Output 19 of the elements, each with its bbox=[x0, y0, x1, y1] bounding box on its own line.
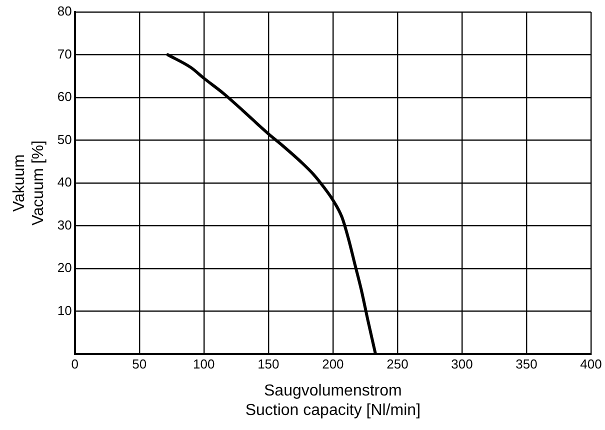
x-tick-label: 50 bbox=[132, 356, 147, 372]
y-tick-label: 20 bbox=[57, 260, 72, 276]
x-tick-label: 250 bbox=[386, 356, 408, 372]
x-axis-title: Saugvolumenstrom Suction capacity [Nl/min] bbox=[245, 382, 421, 419]
x-tick-label: 300 bbox=[451, 356, 473, 372]
y-tick-label: 10 bbox=[57, 302, 72, 318]
x-tick-label: 400 bbox=[580, 356, 602, 372]
x-tick-label: 350 bbox=[516, 356, 538, 372]
x-tick-label: 0 bbox=[71, 356, 78, 372]
y-tick-label: 40 bbox=[57, 174, 72, 190]
x-tick-label: 150 bbox=[258, 356, 280, 372]
x-tick-label: 200 bbox=[322, 356, 344, 372]
y-tick-label: 60 bbox=[57, 89, 72, 104]
y-tick-label: 50 bbox=[57, 132, 72, 147]
x-tick-label: 100 bbox=[193, 356, 215, 372]
y-tick-label: 70 bbox=[57, 46, 72, 62]
y-tick-label: 30 bbox=[57, 217, 72, 232]
y-tick-label: 80 bbox=[57, 4, 72, 19]
y-axis-title: Vakuum Vacuum [%] bbox=[11, 140, 48, 226]
